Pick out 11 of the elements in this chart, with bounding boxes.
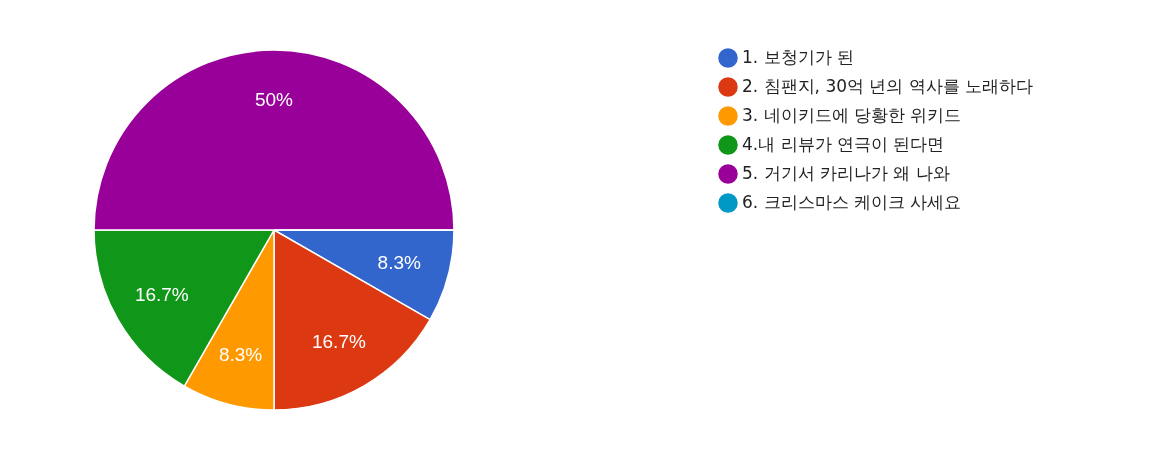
data-label: 8.3% (377, 252, 421, 274)
legend-label: 6. 크리스마스 케이크 사세요 (742, 192, 962, 212)
legend-label: 5. 거기서 카리나가 왜 나와 (742, 163, 950, 183)
legend-label: 1. 보청기가 된 (742, 47, 855, 67)
data-label: 16.7% (311, 331, 366, 353)
data-label: 8.3% (218, 344, 263, 366)
legend-label: 2. 침팬지, 30억 년의 역사를 노래하다 (742, 76, 1034, 96)
data-label: 16.7% (134, 283, 189, 305)
legend-label: 4.내 리뷰가 연극이 된다면 (742, 134, 945, 154)
legend-label: 3. 네이키드에 당황한 위키드 (742, 105, 962, 125)
data-label: 50% (254, 89, 294, 111)
